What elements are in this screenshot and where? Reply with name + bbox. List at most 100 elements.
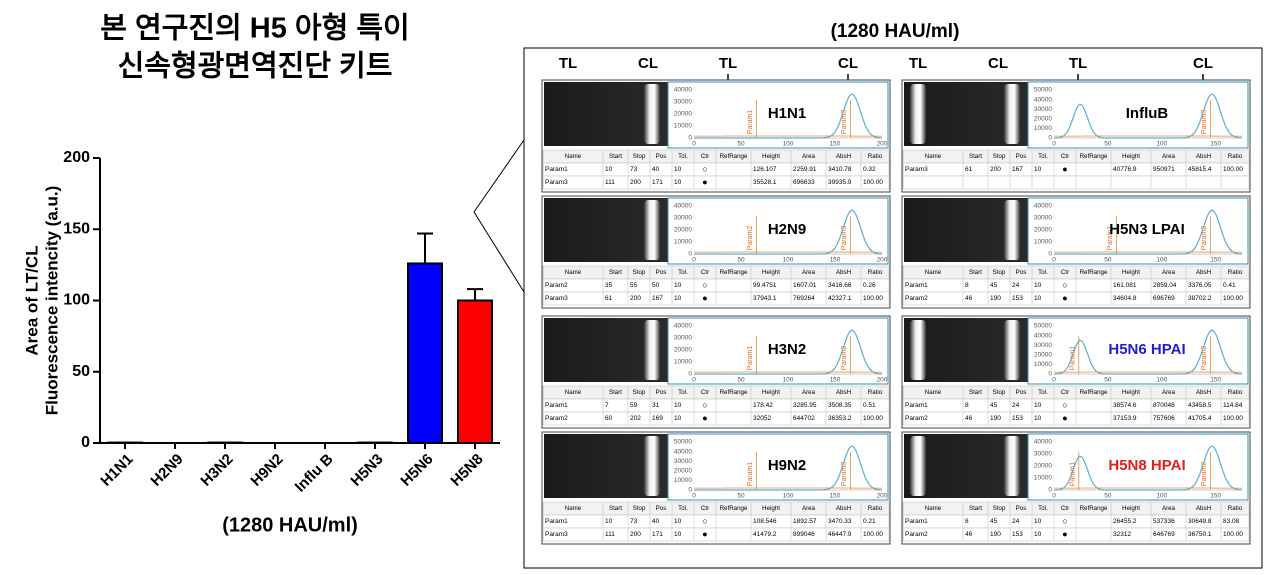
x-tick-label: H2N9: [147, 451, 186, 490]
x-axis-label: (1280 HAU/ml): [222, 514, 358, 536]
mini-y-tick-label: 10000: [1034, 239, 1052, 246]
table-header: Start: [969, 389, 982, 396]
table-cell: 41479.2: [753, 531, 777, 538]
table-header: Name: [925, 153, 942, 160]
table-cell: 24: [1012, 518, 1020, 525]
table-cell: 39935.9: [828, 179, 852, 186]
table-cell: 73: [630, 518, 638, 525]
mini-y-tick-label: 20000: [1034, 463, 1052, 470]
y-tick-label: 50: [72, 363, 90, 380]
table-header: RefRange: [720, 153, 748, 160]
table-cell: 950971: [1153, 166, 1175, 173]
table-header: Pos: [656, 269, 667, 276]
table-cell: 100.00: [863, 415, 883, 422]
mini-x-tick-label: 0: [692, 141, 696, 148]
table-cell: 38574.6: [1113, 402, 1137, 409]
table-header: Ctr: [1061, 505, 1069, 512]
control-band: [1004, 200, 1020, 260]
mini-x-tick-label: 150: [830, 257, 841, 264]
table-cell: 757606: [1153, 415, 1175, 422]
table-cell: 7: [605, 402, 609, 409]
strip-label: CL: [838, 55, 858, 72]
table-cell: 32052: [753, 415, 771, 422]
control-band: [1004, 436, 1020, 496]
table-header: Name: [925, 505, 942, 512]
table-header: RefRange: [720, 505, 748, 512]
table-cell: 45: [990, 402, 998, 409]
table-header: Pos: [1016, 153, 1027, 160]
table-header: RefRange: [720, 269, 748, 276]
x-tick-label: H5N8: [447, 451, 486, 490]
table-cell: 55: [630, 282, 638, 289]
y-tick-label: 150: [63, 220, 90, 237]
subpanel-label: H2N9: [768, 221, 806, 238]
param-label: Param2: [1201, 462, 1208, 487]
table-cell: 153: [1012, 295, 1023, 302]
x-tick-label: H5N3: [347, 451, 386, 490]
table-header: Start: [609, 153, 622, 160]
mini-y-tick-label: 20000: [674, 347, 692, 354]
table-header: Stop: [633, 505, 646, 512]
error-bar: [417, 234, 433, 264]
table-cell: 36750.1: [1188, 531, 1212, 538]
table-cell: 10: [1034, 531, 1042, 538]
chart-title: 본 연구진의 H5 아형 특이: [100, 12, 409, 45]
table-header: Name: [925, 389, 942, 396]
subpanel-label: H1N1: [768, 105, 806, 122]
mini-y-tick-label: 50000: [674, 439, 692, 446]
mini-x-tick-label: 100: [783, 141, 794, 148]
table-cell: 32312: [1113, 531, 1131, 538]
mini-x-tick-label: 100: [783, 493, 794, 500]
error-bar: [467, 289, 483, 300]
table-cell: ○: [702, 280, 707, 290]
table-cell: 3508.35: [828, 402, 852, 409]
control-band: [644, 84, 660, 144]
mini-x-tick-label: 100: [1156, 257, 1167, 264]
table-header: Area: [1162, 505, 1176, 512]
table-cell: ●: [702, 413, 707, 423]
table-cell: 108.546: [753, 518, 777, 525]
table-cell: ○: [1062, 280, 1067, 290]
param-label: Param1: [1070, 462, 1077, 487]
table-cell: 30649.8: [1188, 518, 1212, 525]
table-cell: 10: [605, 518, 613, 525]
table-header: Pos: [1016, 505, 1027, 512]
subpanel-label: H5N6 HPAI: [1108, 341, 1185, 358]
table-cell: 100.00: [863, 295, 883, 302]
table-header: Name: [565, 389, 582, 396]
param-label: Param2: [747, 226, 754, 251]
table-cell: 46: [965, 531, 973, 538]
table-cell: 3376.05: [1188, 282, 1212, 289]
strip-label: CL: [638, 55, 658, 72]
table-cell: 60: [605, 415, 613, 422]
table-cell: 38702.2: [1188, 295, 1212, 302]
table-cell: 41705.4: [1188, 415, 1212, 422]
table-cell: 73: [630, 166, 638, 173]
table-cell: 1892.57: [793, 518, 817, 525]
table-cell: 126.107: [753, 166, 777, 173]
table-cell: 10: [1034, 282, 1042, 289]
mini-x-tick-label: 0: [1052, 377, 1056, 384]
table-cell: 10: [674, 415, 682, 422]
table-cell: 111: [605, 531, 615, 538]
table-cell: ●: [702, 293, 707, 303]
table-cell: ●: [1062, 413, 1067, 423]
table-header: RefRange: [1080, 505, 1108, 512]
subpanel-label: InfluB: [1126, 105, 1169, 122]
table-header: Tol.: [678, 505, 688, 512]
mini-y-tick-label: 30000: [1034, 106, 1052, 113]
table-header: Tol.: [1038, 153, 1048, 160]
table-cell: 153: [1012, 415, 1023, 422]
table-header: Stop: [993, 269, 1006, 276]
table-header: AbsH: [1196, 269, 1211, 276]
table-cell: 36353.2: [828, 415, 852, 422]
y-tick-label: 200: [63, 149, 90, 166]
table-cell: 171: [652, 179, 663, 186]
table-cell: Param1: [905, 518, 928, 525]
mini-y-tick-label: 20000: [674, 227, 692, 234]
mini-y-tick-label: 30000: [674, 99, 692, 106]
table-header: Name: [565, 505, 582, 512]
table-cell: 646769: [1153, 531, 1175, 538]
x-tick-label: H3N2: [197, 451, 236, 490]
strip-label: TL: [1069, 55, 1087, 72]
